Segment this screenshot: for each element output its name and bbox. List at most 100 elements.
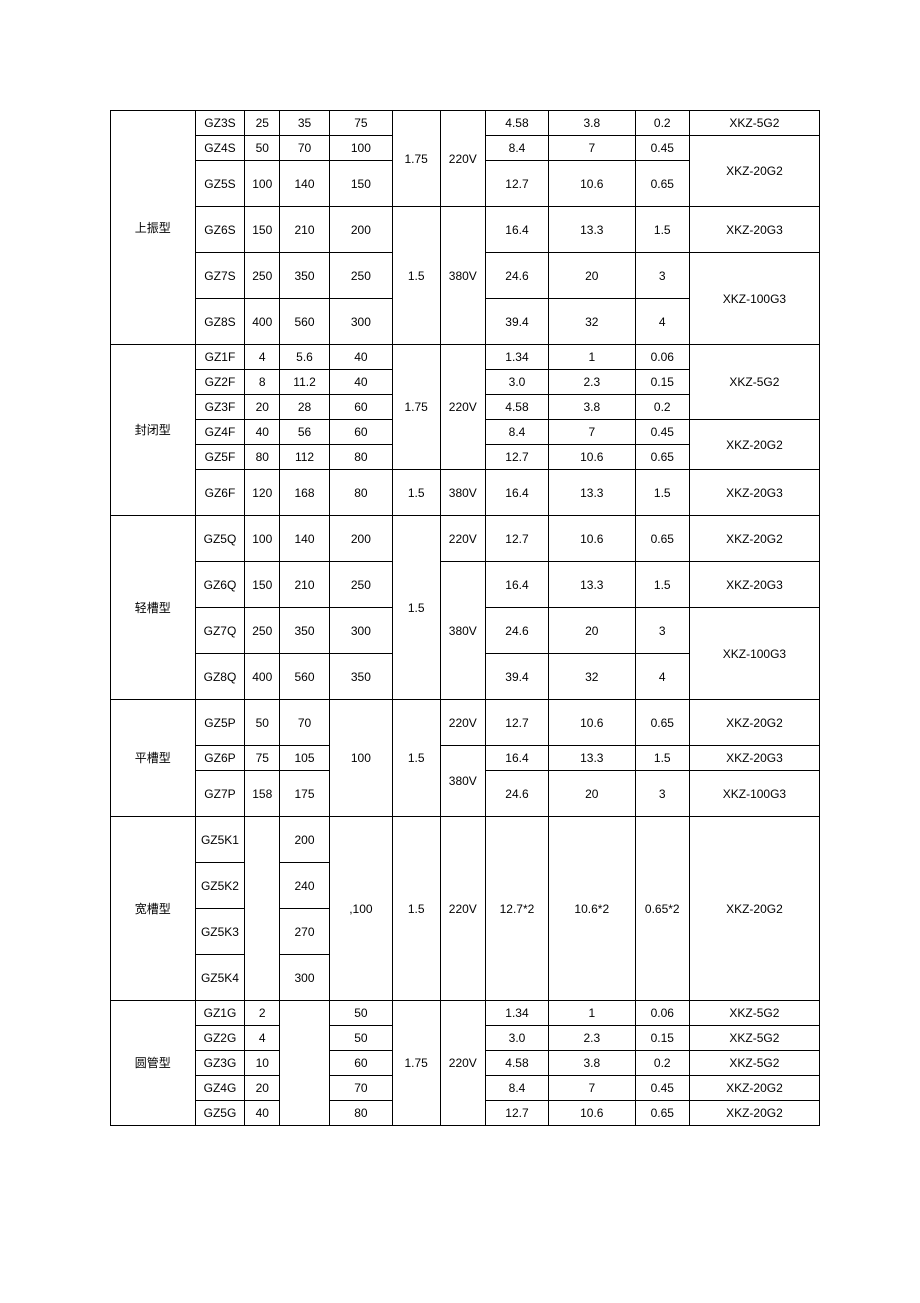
c2: 20 — [245, 1076, 280, 1101]
controller: XKZ-5G2 — [689, 1026, 819, 1051]
c8: 10.6 — [548, 1101, 635, 1126]
controller: XKZ-20G2 — [689, 516, 819, 562]
c2: 50 — [245, 136, 280, 161]
c8: 20 — [548, 253, 635, 299]
c9: 0.2 — [635, 111, 689, 136]
model: GZ4G — [195, 1076, 245, 1101]
model: GZ5K4 — [195, 955, 245, 1001]
c9: 0.2 — [635, 395, 689, 420]
c7: 12.7 — [486, 1101, 549, 1126]
table-row: 上振型GZ3S2535751.75220V4.583.80.2XKZ-5G2 — [111, 111, 820, 136]
c2: 4 — [245, 1026, 280, 1051]
c2: 8 — [245, 370, 280, 395]
controller: XKZ-20G2 — [689, 700, 819, 746]
c5: 1.75 — [392, 345, 440, 470]
c4: 50 — [329, 1001, 392, 1026]
c4: 50 — [329, 1026, 392, 1051]
controller: XKZ-20G2 — [689, 1076, 819, 1101]
c7: 3.0 — [486, 370, 549, 395]
c2: 40 — [245, 420, 280, 445]
c2: 400 — [245, 654, 280, 700]
c9: 4 — [635, 299, 689, 345]
c4: 200 — [329, 207, 392, 253]
c8: 3.8 — [548, 395, 635, 420]
controller: XKZ-20G2 — [689, 817, 819, 1001]
c5: 1.75 — [392, 111, 440, 207]
c9: 0.65 — [635, 445, 689, 470]
c7: 1.34 — [486, 345, 549, 370]
c3: 56 — [280, 420, 330, 445]
controller: XKZ-5G2 — [689, 1001, 819, 1026]
c3: 112 — [280, 445, 330, 470]
c7: 4.58 — [486, 111, 549, 136]
c2: 40 — [245, 1101, 280, 1126]
c7: 16.4 — [486, 470, 549, 516]
model: GZ2F — [195, 370, 245, 395]
c2: 20 — [245, 395, 280, 420]
c3: 350 — [280, 253, 330, 299]
c7: 12.7 — [486, 161, 549, 207]
model: GZ3G — [195, 1051, 245, 1076]
c2: 250 — [245, 253, 280, 299]
c3: 210 — [280, 207, 330, 253]
c9: 0.65*2 — [635, 817, 689, 1001]
c2 — [245, 817, 280, 1001]
c8: 7 — [548, 136, 635, 161]
c2: 400 — [245, 299, 280, 345]
controller: XKZ-20G3 — [689, 562, 819, 608]
c7: 24.6 — [486, 608, 549, 654]
c2: 25 — [245, 111, 280, 136]
c6: 380V — [440, 207, 486, 345]
c2: 120 — [245, 470, 280, 516]
c6: 380V — [440, 562, 486, 700]
model: GZ5P — [195, 700, 245, 746]
c8: 10.6*2 — [548, 817, 635, 1001]
c9: 0.06 — [635, 345, 689, 370]
controller: XKZ-100G3 — [689, 608, 819, 700]
c4: 40 — [329, 370, 392, 395]
model: GZ3F — [195, 395, 245, 420]
model: GZ6Q — [195, 562, 245, 608]
model: GZ7P — [195, 771, 245, 817]
table-row: 宽槽型GZ5K1200,1001.5220V12.7*210.6*20.65*2… — [111, 817, 820, 863]
controller: XKZ-5G2 — [689, 345, 819, 420]
controller: XKZ-20G2 — [689, 420, 819, 470]
table-row: GZ6F120168801.5380V16.413.31.5XKZ-20G3 — [111, 470, 820, 516]
c3: 210 — [280, 562, 330, 608]
c8: 32 — [548, 654, 635, 700]
c7: 8.4 — [486, 136, 549, 161]
c6: 220V — [440, 345, 486, 470]
c9: 0.15 — [635, 370, 689, 395]
c7: 8.4 — [486, 1076, 549, 1101]
c4: ,100 — [329, 817, 392, 1001]
c2: 150 — [245, 562, 280, 608]
c3: 300 — [280, 955, 330, 1001]
c9: 0.45 — [635, 136, 689, 161]
c9: 0.65 — [635, 516, 689, 562]
controller: XKZ-20G3 — [689, 746, 819, 771]
model: GZ1F — [195, 345, 245, 370]
c7: 12.7 — [486, 445, 549, 470]
model: GZ3S — [195, 111, 245, 136]
c2: 4 — [245, 345, 280, 370]
group-label: 宽槽型 — [111, 817, 196, 1001]
controller: XKZ-5G2 — [689, 111, 819, 136]
c7: 24.6 — [486, 253, 549, 299]
c3: 270 — [280, 909, 330, 955]
table-row: 封闭型GZ1F45.6401.75220V1.3410.06XKZ-5G2 — [111, 345, 820, 370]
c8: 20 — [548, 608, 635, 654]
c3: 105 — [280, 746, 330, 771]
c2: 10 — [245, 1051, 280, 1076]
c4: 80 — [329, 1101, 392, 1126]
c6: 380V — [440, 470, 486, 516]
c6: 380V — [440, 746, 486, 817]
c5: 1.5 — [392, 700, 440, 817]
c2: 158 — [245, 771, 280, 817]
c4: 100 — [329, 700, 392, 817]
c7: 1.34 — [486, 1001, 549, 1026]
c7: 16.4 — [486, 562, 549, 608]
c7: 4.58 — [486, 395, 549, 420]
model: GZ2G — [195, 1026, 245, 1051]
c4: 300 — [329, 299, 392, 345]
model: GZ8Q — [195, 654, 245, 700]
